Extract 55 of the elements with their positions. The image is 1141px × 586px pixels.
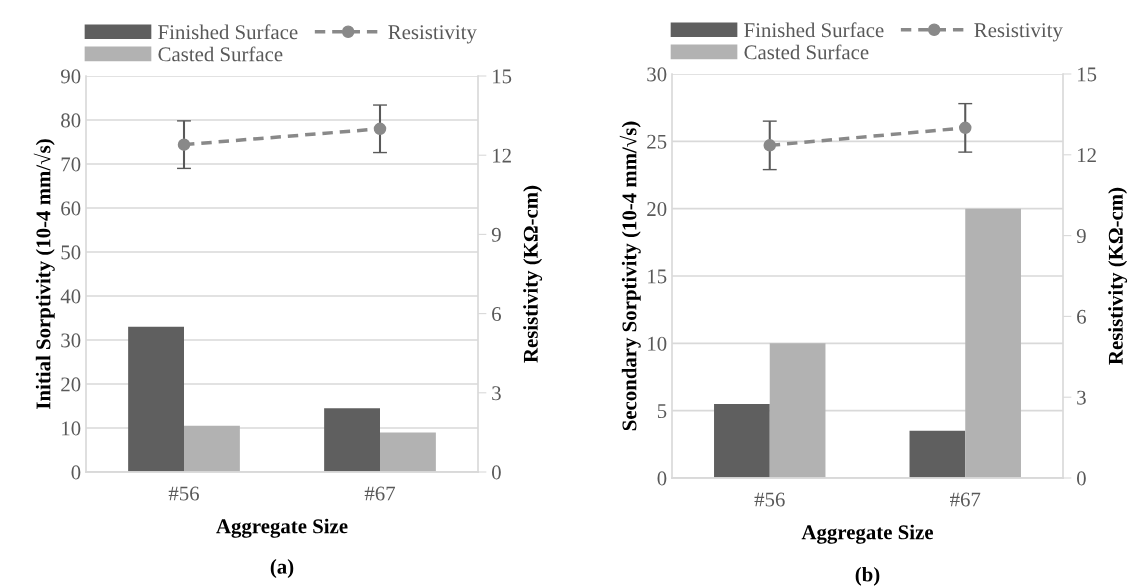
legend-label: Casted Surface	[744, 44, 869, 60]
y-tick-label: 70	[61, 157, 81, 172]
y-tick-label: 10	[648, 336, 667, 351]
y2-tick-label: 3	[492, 386, 501, 401]
y-axis-title: Secondary Sorptivity (10-4 mm/√s)	[619, 121, 641, 431]
y2-tick-label: 0	[1076, 471, 1086, 486]
y2-axis-title: Resistivity (KΩ-cm)	[523, 185, 543, 363]
y2-tick-label: 9	[491, 227, 501, 242]
x-tick-label: #56	[754, 492, 785, 507]
legend-label: Finished Surface	[158, 24, 298, 40]
y-tick-label: 20	[647, 202, 667, 217]
y-tick-label: 10	[62, 421, 81, 436]
y2-tick-label: 9	[1076, 229, 1086, 244]
y-tick-label: 5	[657, 404, 667, 419]
bar	[909, 430, 966, 478]
bar	[769, 343, 826, 478]
y2-tick-label: 15	[493, 69, 512, 84]
y-axis-title: Initial Sorptivity (10-4 mm/√s)	[33, 139, 55, 409]
y2-tick-label: 0	[491, 465, 501, 480]
y2-tick-label: 15	[1078, 67, 1097, 82]
legend-label: Resistivity	[974, 23, 1063, 42]
text: (a)	[270, 559, 294, 579]
legend-label: Casted Surface	[158, 46, 283, 62]
x-axis-title: Aggregate Size	[801, 524, 934, 544]
y-tick-label: 15	[648, 269, 667, 284]
bar	[128, 326, 184, 472]
x-tick-label: #67	[950, 492, 981, 507]
y-tick-label: 20	[61, 377, 81, 392]
y-tick-label: 80	[61, 113, 81, 128]
x-tick-label: #67	[364, 486, 396, 501]
y2-tick-label: 12	[1078, 148, 1096, 163]
y-tick-label: 90	[60, 69, 81, 84]
bar	[324, 408, 380, 472]
y-tick-label: 30	[647, 67, 667, 82]
x-tick-label: #56	[168, 486, 199, 501]
y2-tick-label: 3	[1077, 390, 1086, 405]
y-tick-label: 0	[71, 465, 81, 480]
y-tick-label: 40	[60, 289, 81, 304]
bar	[380, 432, 436, 472]
y2-tick-label: 6	[492, 307, 501, 322]
y2-tick-label: 12	[493, 148, 511, 163]
y-tick-label: 30	[61, 333, 81, 348]
bar	[714, 403, 770, 478]
legend-label: Finished Surface	[744, 22, 884, 38]
text: (b)	[855, 566, 880, 586]
y2-axis-title: Resistivity (KΩ-cm)	[1108, 187, 1128, 365]
y-tick-label: 0	[657, 471, 667, 486]
y-tick-label: 25	[647, 134, 667, 149]
y2-tick-label: 6	[1077, 309, 1086, 324]
bar	[184, 425, 240, 472]
y-tick-label: 50	[61, 245, 81, 260]
x-axis-title: Aggregate Size	[216, 518, 348, 538]
legend-label: Resistivity	[388, 25, 477, 44]
y-tick-label: 60	[61, 201, 81, 216]
bar	[965, 208, 1021, 478]
